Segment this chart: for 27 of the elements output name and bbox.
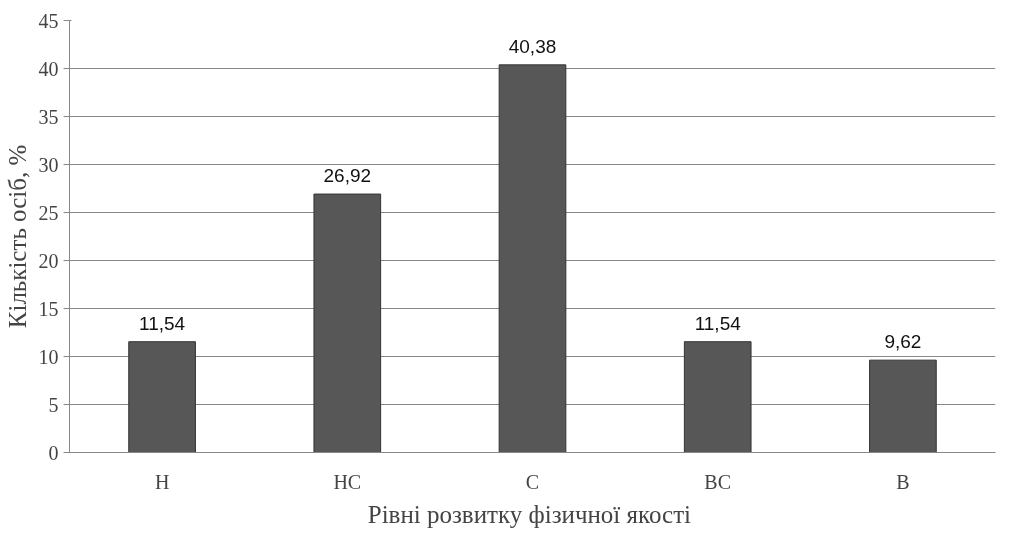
x-tick-label: Н bbox=[154, 470, 170, 493]
y-tick-label: 20 bbox=[38, 249, 59, 272]
data-label: 11,54 bbox=[139, 312, 186, 334]
bar bbox=[313, 193, 382, 453]
y-tick-label: 25 bbox=[38, 201, 59, 224]
y-tick-label: 10 bbox=[38, 345, 59, 368]
y-tick-label: 40 bbox=[38, 57, 59, 80]
bar bbox=[128, 341, 196, 453]
y-tick-label: 5 bbox=[48, 393, 59, 416]
y-tick-label: 45 bbox=[38, 9, 59, 32]
x-tick-label: С bbox=[525, 470, 540, 493]
y-tick-label: 30 bbox=[38, 153, 59, 176]
y-tick-label: 0 bbox=[48, 441, 59, 464]
data-label: 11,54 bbox=[694, 312, 742, 334]
x-tick-label: В bbox=[896, 470, 910, 493]
x-tick-label: ВС bbox=[704, 470, 732, 493]
data-label: 9,62 bbox=[884, 331, 922, 353]
y-tick-label: 15 bbox=[38, 297, 59, 320]
data-label: 26,92 bbox=[323, 165, 372, 187]
bar bbox=[498, 64, 567, 453]
x-axis-title: Рівні розвитку фізичної якості bbox=[367, 500, 692, 528]
y-axis-title: Кількість осіб, % bbox=[3, 144, 31, 329]
x-tick-label: НС bbox=[333, 470, 362, 493]
y-tick-label: 35 bbox=[38, 105, 59, 128]
data-label: 40,38 bbox=[508, 35, 557, 57]
bar bbox=[869, 359, 937, 453]
bar bbox=[683, 341, 752, 453]
